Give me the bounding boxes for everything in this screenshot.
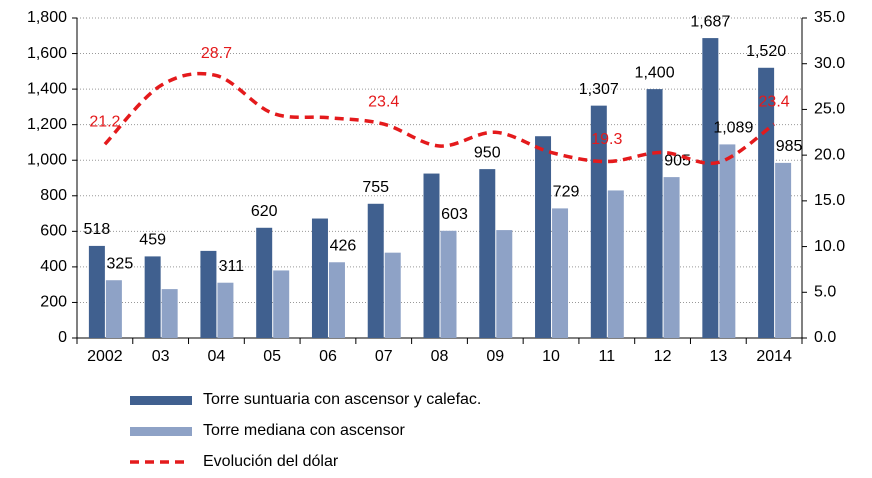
bar-label: 603	[441, 206, 468, 223]
y2-tick-label: 0.0	[814, 329, 836, 346]
bar	[775, 162, 792, 338]
y-tick-label: 1,600	[27, 45, 67, 62]
x-tick-label: 13	[709, 348, 727, 365]
bar	[105, 280, 122, 338]
bar	[496, 230, 513, 338]
line-label: 23.4	[759, 93, 790, 110]
x-tick-label: 08	[431, 348, 449, 365]
bar	[273, 270, 290, 338]
bar-label: 755	[362, 179, 389, 196]
bar	[552, 208, 569, 338]
y-tick-label: 1,000	[27, 151, 67, 168]
bar	[607, 190, 624, 338]
y-tick-label: 200	[40, 294, 67, 311]
bar	[367, 203, 384, 338]
y2-tick-label: 5.0	[814, 284, 836, 301]
bar-label: 1,687	[690, 13, 730, 30]
y2-tick-label: 15.0	[814, 192, 845, 209]
y2-tick-label: 35.0	[814, 9, 845, 26]
x-tick-label: 2002	[87, 348, 123, 365]
bar-label: 985	[776, 138, 803, 155]
bar-label: 1,307	[579, 81, 619, 98]
bar	[535, 136, 552, 338]
bar-label: 1,520	[746, 43, 786, 60]
bar	[702, 38, 719, 338]
y2-tick-label: 10.0	[814, 238, 845, 255]
bar-label: 426	[330, 237, 357, 254]
legend-swatch	[130, 427, 192, 436]
bar	[217, 282, 234, 338]
bar-label: 325	[107, 255, 134, 272]
bar-label: 311	[219, 258, 245, 275]
x-tick-label: 10	[542, 348, 560, 365]
bar	[311, 218, 328, 338]
y-tick-label: 600	[40, 223, 67, 240]
bar	[663, 177, 680, 338]
bar-label: 950	[474, 144, 501, 161]
bar-label: 620	[251, 203, 278, 220]
bar-label: 1,400	[635, 64, 675, 81]
x-tick-label: 03	[152, 348, 170, 365]
bar	[440, 230, 457, 338]
x-tick-label: 07	[375, 348, 393, 365]
x-tick-label: 04	[208, 348, 226, 365]
bar	[144, 256, 161, 338]
bar	[161, 289, 178, 338]
y2-tick-label: 20.0	[814, 146, 845, 163]
bar	[719, 144, 736, 338]
y2-tick-label: 30.0	[814, 55, 845, 72]
bar	[384, 252, 401, 338]
y-tick-label: 0	[58, 329, 67, 346]
x-tick-label: 12	[654, 348, 672, 365]
bar	[200, 250, 217, 338]
bar	[479, 169, 496, 338]
legend-label: Torre mediana con ascensor	[203, 422, 406, 439]
bar	[256, 227, 273, 338]
legend-swatch	[130, 396, 192, 405]
bar-label: 905	[664, 152, 691, 169]
x-tick-label: 2014	[756, 348, 792, 365]
y-tick-label: 800	[40, 187, 67, 204]
line-label: 21.2	[89, 113, 120, 130]
bar	[328, 262, 345, 338]
y-tick-label: 400	[40, 258, 67, 275]
line-label: 28.7	[201, 45, 232, 62]
y-tick-label: 1,400	[27, 80, 67, 97]
x-tick-label: 09	[486, 348, 504, 365]
line-label: 19.3	[591, 131, 622, 148]
y-tick-label: 1,800	[27, 9, 67, 26]
bar	[423, 173, 440, 338]
line	[103, 71, 776, 166]
bar	[646, 89, 663, 338]
bar	[758, 67, 775, 339]
bar	[590, 105, 607, 339]
x-tick-label: 11	[599, 348, 616, 365]
x-tick-label: 05	[263, 348, 281, 365]
bar-label: 1,089	[713, 120, 753, 137]
x-tick-label: 06	[319, 348, 337, 365]
y2-tick-label: 25.0	[814, 101, 845, 118]
bar-label: 459	[139, 232, 166, 249]
line-label: 23.4	[368, 93, 399, 110]
bar	[88, 245, 105, 338]
y-tick-label: 1,200	[27, 116, 67, 133]
legend-label: Torre suntuaria con ascensor y calefac.	[203, 391, 481, 408]
bar-label: 729	[553, 184, 580, 201]
bar-label: 518	[84, 221, 111, 238]
legend-label: Evolución del dólar	[203, 453, 339, 470]
